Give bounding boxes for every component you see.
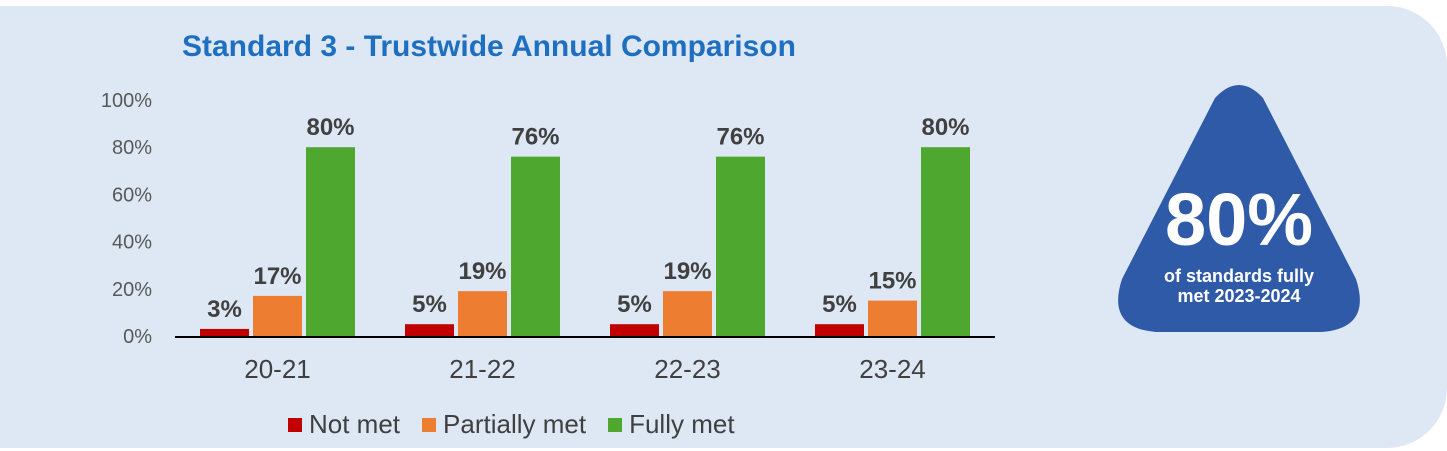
- bar-partially-met: [663, 291, 712, 336]
- data-label: 76%: [511, 124, 559, 151]
- x-tick-label: 23-24: [859, 354, 926, 384]
- data-label: 76%: [716, 124, 764, 151]
- data-label: 19%: [458, 258, 506, 285]
- bar-not-met: [610, 324, 659, 336]
- bar-fully-met: [716, 156, 765, 336]
- data-label: 5%: [412, 291, 447, 318]
- data-label: 17%: [253, 263, 301, 290]
- y-tick-label: 20%: [112, 279, 152, 301]
- legend-swatch: [608, 417, 623, 432]
- legend-swatch: [422, 417, 437, 432]
- chart-legend: Not met Partially met Fully met: [288, 409, 757, 440]
- summary-badge-triangle: [1118, 85, 1360, 332]
- data-label: 5%: [822, 291, 857, 318]
- badge-caption: of standards fully met 2023-2024: [1112, 266, 1366, 306]
- chart-title: Standard 3 - Trustwide Annual Comparison: [182, 30, 796, 63]
- bar-fully-met: [511, 156, 560, 336]
- data-label: 5%: [617, 291, 652, 318]
- data-label: 80%: [306, 114, 354, 141]
- legend-swatch: [288, 417, 302, 432]
- bar-not-met: [405, 324, 454, 336]
- bar-fully-met: [921, 147, 970, 336]
- data-label: 19%: [663, 258, 711, 285]
- data-label: 15%: [868, 268, 916, 295]
- data-label: 80%: [921, 114, 969, 141]
- y-tick-label: 40%: [112, 232, 152, 254]
- x-tick-label: 22-23: [654, 354, 721, 384]
- legend-label: Not met: [309, 409, 401, 439]
- legend-label: Fully met: [629, 409, 735, 439]
- bar-partially-met: [253, 295, 302, 336]
- bar-partially-met: [868, 300, 917, 336]
- x-tick-label: 20-21: [244, 354, 311, 384]
- y-tick-label: 80%: [112, 137, 152, 159]
- x-tick-label: 21-22: [449, 354, 516, 384]
- legend-label: Partially met: [443, 409, 587, 439]
- bar-chart: 0% 20% 40% 60% 80% 100% 3% 17% 80% 20-21 5% 19% 76% 2…: [101, 90, 995, 384]
- legend-item: Not met: [288, 409, 400, 440]
- y-tick-label: 100%: [101, 90, 152, 112]
- data-label: 3%: [207, 296, 242, 323]
- y-tick-label: 60%: [112, 184, 152, 206]
- bar-not-met: [815, 324, 864, 336]
- badge-caption-line-1: of standards fully: [1163, 266, 1315, 286]
- legend-item: Partially met: [422, 409, 586, 440]
- legend-item: Fully met: [608, 409, 735, 440]
- badge-percentage: 80%: [1164, 178, 1314, 261]
- bar-not-met: [200, 328, 249, 336]
- bar-fully-met: [306, 147, 355, 336]
- y-tick-label: 0%: [123, 326, 152, 348]
- bar-partially-met: [458, 291, 507, 336]
- badge-shape: [1118, 85, 1360, 332]
- badge-caption-line-2: met 2023-2024: [1177, 286, 1301, 306]
